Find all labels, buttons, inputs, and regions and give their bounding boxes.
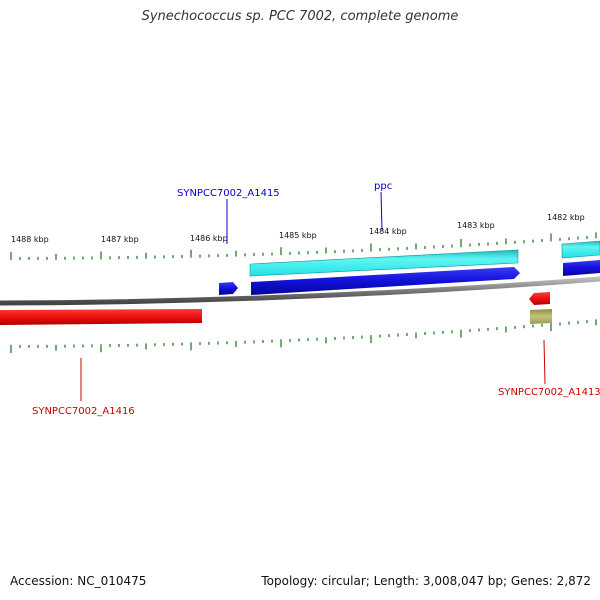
gene-ppc[interactable] — [251, 267, 520, 295]
gene-label-A1416[interactable]: SYNPCC7002_A1416 — [32, 406, 135, 417]
genome-backbone — [0, 276, 600, 306]
misc-feature[interactable] — [530, 309, 552, 324]
tick-marks-upper — [10, 232, 597, 260]
tick-label: 1487 kbp — [101, 235, 139, 244]
page-title: Synechococcus sp. PCC 7002, complete gen… — [141, 9, 459, 24]
gene-SYNPCC7002_A1415[interactable] — [219, 282, 238, 295]
gene-label-ppc[interactable]: ppc — [374, 181, 392, 192]
gene-SYNPCC7002_A1413[interactable] — [529, 292, 550, 305]
cds-feature-ppc[interactable] — [249, 249, 519, 277]
tick-label: 1484 kbp — [369, 227, 407, 236]
tick-label: 1483 kbp — [457, 221, 495, 230]
tick-label: 1482 kbp — [547, 213, 585, 222]
tick-label: 1488 kbp — [11, 235, 49, 244]
gene-forward-right[interactable] — [563, 260, 600, 276]
gene-label-A1415[interactable]: SYNPCC7002_A1415 — [177, 188, 280, 199]
callout-line-A1413 — [543, 339, 546, 385]
gene-SYNPCC7002_A1416[interactable] — [0, 309, 202, 325]
accession-text: Accession: NC_010475 — [10, 574, 147, 588]
tick-labels: 1488 kbp 1487 kbp 1486 kbp 1485 kbp 1484… — [11, 213, 585, 244]
callout-line-ppc — [380, 191, 383, 231]
tick-label: 1485 kbp — [279, 231, 317, 240]
cds-feature-right[interactable] — [561, 240, 600, 259]
tick-label: 1486 kbp — [190, 234, 228, 243]
gene-label-A1413[interactable]: SYNPCC7002_A1413 — [498, 387, 600, 398]
genome-summary-text: Topology: circular; Length: 3,008,047 bp… — [261, 574, 591, 588]
tick-marks-lower — [10, 319, 597, 353]
